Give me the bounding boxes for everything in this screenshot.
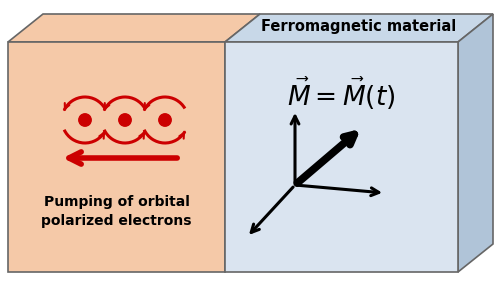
Circle shape <box>79 114 91 126</box>
Text: Pumping of orbital
polarized electrons: Pumping of orbital polarized electrons <box>41 195 192 229</box>
Circle shape <box>119 114 131 126</box>
Polygon shape <box>225 14 493 42</box>
Circle shape <box>159 114 171 126</box>
Polygon shape <box>8 42 225 272</box>
Polygon shape <box>8 14 260 42</box>
Text: Ferromagnetic material: Ferromagnetic material <box>262 19 456 34</box>
Text: $\vec{M} = \vec{M}(t)$: $\vec{M} = \vec{M}(t)$ <box>287 76 396 112</box>
Polygon shape <box>225 42 458 272</box>
Polygon shape <box>458 14 493 272</box>
